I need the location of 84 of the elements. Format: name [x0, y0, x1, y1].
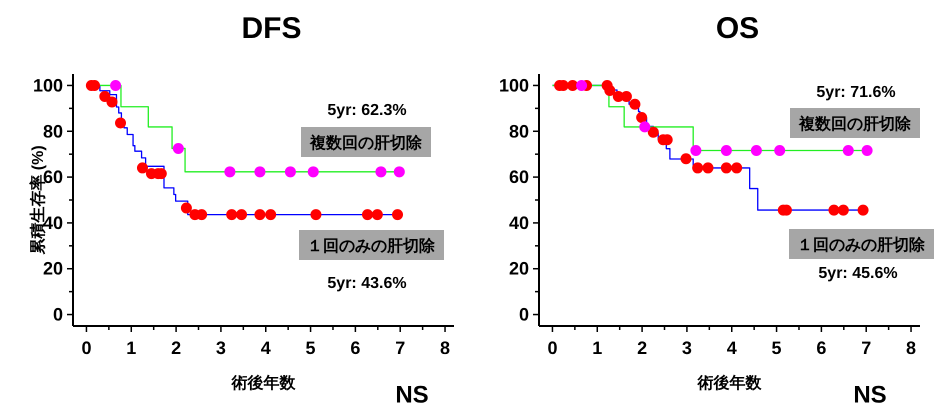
- x-tick-label: 4: [726, 338, 737, 358]
- point: [254, 166, 266, 178]
- y-tick-label: 80: [508, 121, 529, 142]
- point: [576, 80, 588, 91]
- point: [680, 153, 692, 164]
- point: [636, 112, 648, 124]
- x-tick-label: 7: [395, 338, 406, 358]
- x-tick-label: 0: [547, 338, 558, 358]
- x-tick-label: 2: [171, 338, 182, 358]
- x-tick-label: 5: [772, 338, 782, 358]
- y-tick-label: 20: [508, 258, 529, 279]
- point: [690, 145, 702, 156]
- y-tick-label: 0: [52, 304, 63, 325]
- y-tick-label: 60: [508, 167, 529, 188]
- annotation: 複数回の肝切除: [309, 134, 423, 152]
- point: [308, 166, 319, 178]
- point: [604, 84, 616, 96]
- point: [284, 166, 296, 178]
- y-tick-label: 0: [518, 304, 529, 325]
- point: [620, 90, 632, 102]
- point: [115, 118, 126, 129]
- x-tick-label: 8: [440, 338, 450, 358]
- point: [136, 162, 148, 174]
- x-tick-label: 3: [682, 338, 692, 358]
- point: [392, 209, 404, 220]
- y-tick-label: 80: [42, 121, 63, 142]
- point: [702, 162, 714, 174]
- x-tick-label: 5: [306, 338, 316, 358]
- point: [362, 209, 373, 220]
- y-tick-label: 20: [42, 258, 63, 279]
- point: [750, 145, 762, 156]
- point: [862, 145, 873, 156]
- chart-title: DFS: [242, 12, 302, 45]
- point: [310, 209, 322, 220]
- annotation: 複数回の肝切除: [798, 114, 912, 133]
- point: [372, 209, 383, 220]
- x-tick-label: 2: [637, 338, 648, 358]
- x-tick-label: 8: [906, 338, 916, 358]
- annotation: 5yr: 45.6%: [818, 264, 898, 282]
- point: [774, 145, 786, 156]
- point: [106, 96, 118, 108]
- x-tick-label: 7: [861, 338, 872, 358]
- x-tick-label: 3: [216, 338, 226, 358]
- y-tick-label: 100: [498, 75, 529, 96]
- point: [180, 202, 192, 214]
- annotation: 5yr: 71.6%: [816, 84, 896, 101]
- point: [720, 162, 732, 174]
- x-tick-label: 1: [126, 338, 136, 358]
- annotation: 5yr: 43.6%: [327, 274, 407, 292]
- x-tick-label: 4: [260, 338, 271, 358]
- point: [692, 162, 704, 174]
- x-tick-label: 1: [592, 338, 602, 358]
- point: [639, 121, 650, 132]
- point: [629, 98, 640, 110]
- point: [828, 204, 840, 216]
- point: [838, 204, 849, 216]
- annotation: １回のみの肝切除: [307, 236, 436, 255]
- point: [842, 145, 854, 156]
- annotation: １回のみの肝切除: [797, 236, 926, 254]
- text: NS: [395, 382, 429, 409]
- point: [226, 209, 238, 220]
- y-tick-label: 100: [32, 75, 63, 96]
- point: [375, 166, 386, 178]
- annotation: 5yr: 62.3%: [327, 102, 407, 119]
- x-axis-title: 術後年数: [230, 374, 296, 392]
- point: [858, 204, 869, 216]
- point: [567, 80, 578, 91]
- x-tick-label: 0: [81, 338, 92, 358]
- point: [648, 126, 659, 138]
- point: [236, 209, 248, 220]
- text: NS: [853, 382, 887, 409]
- point: [172, 142, 184, 154]
- x-tick-label: 6: [816, 338, 826, 358]
- y-tick-label: 40: [508, 212, 529, 233]
- point: [394, 166, 405, 178]
- point: [110, 80, 122, 91]
- chart-title: OS: [716, 12, 760, 45]
- x-tick-label: 6: [350, 338, 360, 358]
- point: [224, 166, 236, 178]
- point: [265, 209, 276, 220]
- point: [720, 145, 732, 156]
- x-axis-title: 術後年数: [696, 374, 762, 392]
- point: [254, 209, 266, 220]
- point: [731, 162, 742, 174]
